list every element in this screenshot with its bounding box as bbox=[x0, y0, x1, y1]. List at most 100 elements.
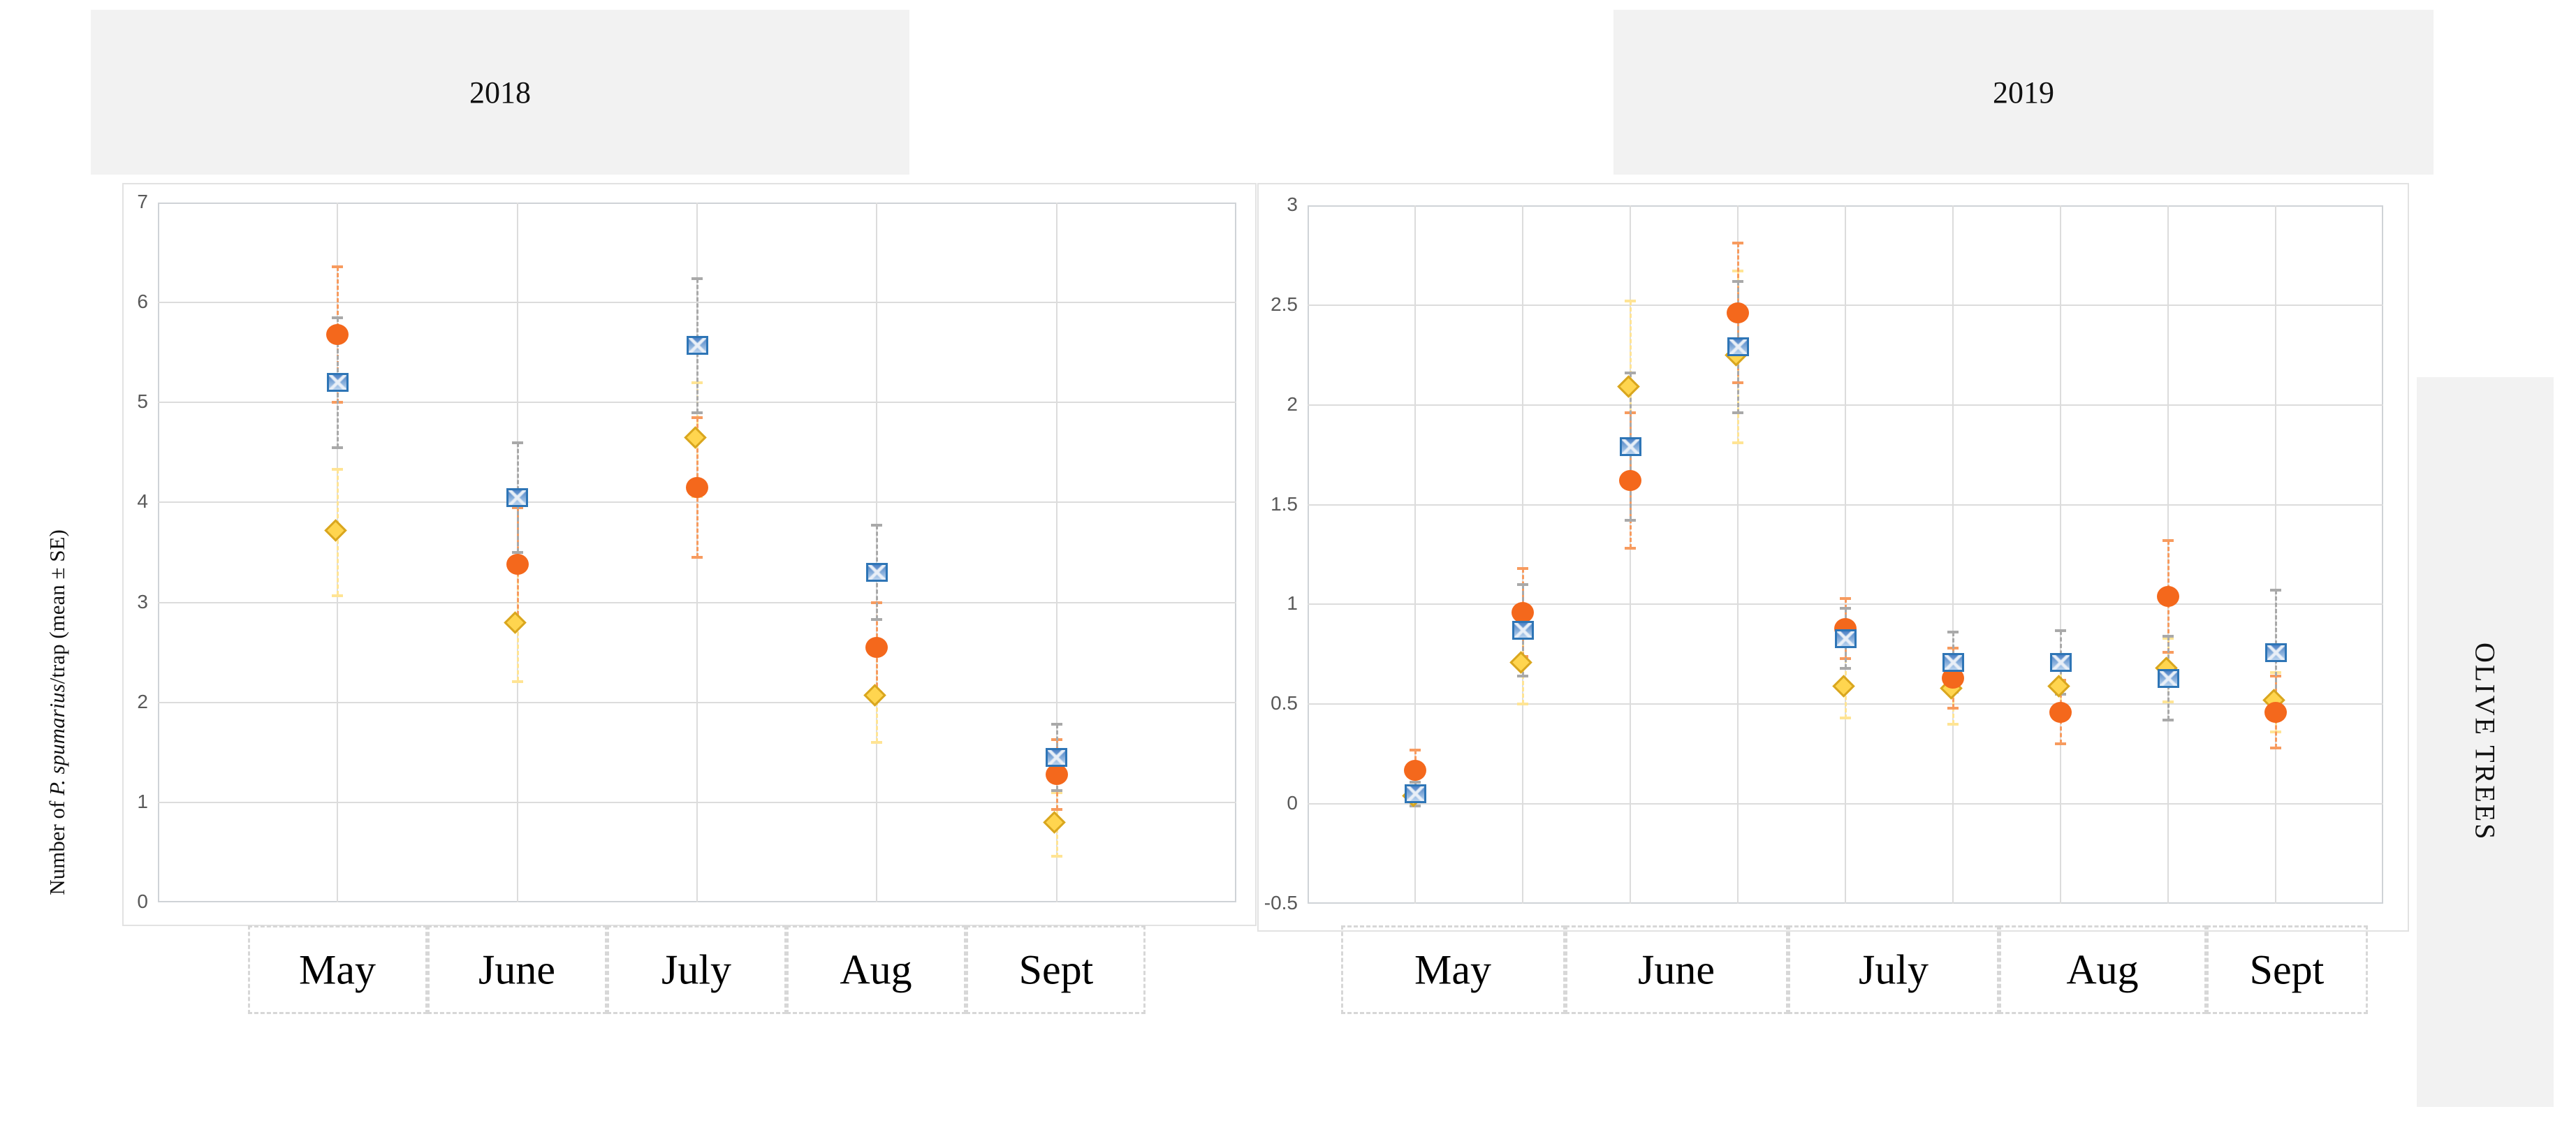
error-bar-cap-square_blue bbox=[512, 441, 523, 444]
year-2018-label: 2018 bbox=[469, 75, 531, 110]
error-bar-cap-square_blue bbox=[1410, 781, 1421, 784]
month-label-sept: Sept bbox=[1018, 946, 1094, 993]
month-box-aug bbox=[1999, 925, 2207, 1014]
error-bar-cap-square_blue bbox=[1840, 607, 1851, 610]
month-box-july bbox=[1788, 925, 1999, 1014]
month-box-june bbox=[427, 925, 607, 1014]
month-label-june: June bbox=[478, 946, 555, 993]
error-bar-cap-square_blue bbox=[2270, 589, 2281, 592]
error-bar-cap-circle_orange bbox=[1732, 242, 1743, 244]
marker-square_blue-aug-slot7 bbox=[2050, 653, 2072, 672]
error-bar-cap-diamond_yellow bbox=[332, 468, 343, 471]
marker-circle_orange-may-slot1 bbox=[1404, 760, 1426, 781]
y-tick-label: 1 bbox=[137, 791, 148, 812]
error-bar-cap-square_blue bbox=[691, 277, 703, 280]
y-tick-label: 0 bbox=[1287, 792, 1298, 814]
month-box-aug bbox=[786, 925, 966, 1014]
marker-circle_orange-aug-slot4 bbox=[865, 637, 888, 658]
month-box-sept bbox=[2207, 925, 2368, 1014]
y-tick-label: 5 bbox=[137, 390, 148, 412]
olive-trees-band: OLIVE TREES bbox=[2417, 377, 2554, 1107]
month-box-sept bbox=[966, 925, 1146, 1014]
month-label-sept: Sept bbox=[2249, 946, 2325, 993]
month-label-aug: Aug bbox=[2066, 946, 2139, 993]
marker-circle_orange-june-slot2 bbox=[506, 554, 529, 575]
error-bar-cap-square_blue bbox=[332, 446, 343, 449]
marker-square_blue-may-slot1 bbox=[327, 373, 349, 392]
marker-square_blue-june-slot3 bbox=[1620, 437, 1641, 456]
marker-square_blue-june-slot4 bbox=[1727, 337, 1749, 356]
month-box-july bbox=[607, 925, 786, 1014]
v-gridline bbox=[1737, 205, 1739, 904]
marker-circle_orange-june-slot3 bbox=[1619, 470, 1641, 491]
marker-square_blue-aug-slot8 bbox=[2158, 669, 2179, 688]
error-bar-cap-square_blue bbox=[1625, 519, 1636, 522]
error-bar-cap-diamond_yellow bbox=[1517, 703, 1528, 705]
error-bar-cap-circle_orange bbox=[2055, 742, 2066, 745]
y-tick-label: 4 bbox=[137, 490, 148, 512]
month-box-may bbox=[1341, 925, 1565, 1014]
error-bar-cap-square_blue bbox=[2162, 635, 2174, 638]
marker-square_blue-july-slot5 bbox=[1835, 629, 1857, 648]
marker-circle_orange-may-slot1 bbox=[326, 324, 349, 345]
error-bar-cap-square_blue bbox=[1947, 631, 1959, 633]
year-2018-header: 2018 bbox=[91, 10, 909, 175]
y-tick-label: 2 bbox=[1287, 393, 1298, 415]
marker-circle_orange-sept-slot5 bbox=[1046, 764, 1068, 785]
y-tick-label: 0 bbox=[137, 890, 148, 912]
month-label-aug: Aug bbox=[840, 946, 912, 993]
marker-circle_orange-aug-slot8 bbox=[2157, 586, 2179, 607]
year-2019-header: 2019 bbox=[1613, 10, 2434, 175]
month-label-may: May bbox=[299, 946, 376, 993]
error-bar-cap-square_blue bbox=[1051, 723, 1062, 726]
error-bar-cap-square_blue bbox=[2162, 719, 2174, 721]
error-bar-cap-diamond_yellow bbox=[1732, 441, 1743, 444]
error-bar-cap-circle_orange bbox=[1947, 707, 1959, 710]
v-gridline bbox=[2275, 205, 2276, 904]
error-bar-cap-square_blue bbox=[1051, 789, 1062, 792]
error-bar-cap-square_blue bbox=[332, 316, 343, 319]
error-bar-cap-circle_orange bbox=[1625, 547, 1636, 550]
error-bar-cap-square_blue bbox=[1625, 372, 1636, 374]
error-bar-cap-square_blue bbox=[871, 618, 882, 621]
year-2019-label: 2019 bbox=[1993, 75, 2054, 110]
y-tick-label: 2 bbox=[137, 691, 148, 712]
error-bar-cap-circle_orange bbox=[1051, 808, 1062, 811]
error-bar-cap-diamond_yellow bbox=[871, 741, 882, 744]
marker-square_blue-aug-slot4 bbox=[866, 563, 888, 582]
y-tick-label: 7 bbox=[137, 191, 148, 212]
error-bar-cap-circle_orange bbox=[332, 265, 343, 268]
v-gridline bbox=[1056, 203, 1058, 902]
v-gridline bbox=[1630, 205, 1631, 904]
error-bar-cap-circle_orange bbox=[691, 556, 703, 559]
v-gridline bbox=[2060, 205, 2061, 904]
y-tick-label: 0.5 bbox=[1271, 692, 1298, 714]
error-bar-cap-square_blue bbox=[691, 411, 703, 414]
error-bar-cap-circle_orange bbox=[1840, 597, 1851, 600]
y-axis-title: Number of P. spumarius/trap (mean ± SE) bbox=[45, 529, 70, 895]
month-label-july: July bbox=[1858, 946, 1929, 993]
marker-square_blue-sept-slot5 bbox=[1046, 748, 1067, 767]
month-box-may bbox=[248, 925, 427, 1014]
month-box-june bbox=[1565, 925, 1788, 1014]
species-name: P. spumarius bbox=[45, 684, 69, 795]
error-bar-cap-square_blue bbox=[1410, 805, 1421, 807]
error-bar-cap-diamond_yellow bbox=[332, 594, 343, 597]
error-bar-cap-diamond_yellow bbox=[1947, 723, 1959, 726]
marker-square_blue-june-slot2 bbox=[506, 488, 528, 507]
error-bar-cap-circle_orange bbox=[2270, 747, 2281, 749]
error-bar-cap-diamond_yellow bbox=[1840, 717, 1851, 719]
y-tick-label: 3 bbox=[137, 591, 148, 612]
olive-trees-label: OLIVE TREES bbox=[2469, 643, 2501, 842]
error-bar-cap-square_blue bbox=[1732, 280, 1743, 283]
error-bar-cap-square_blue bbox=[512, 551, 523, 554]
marker-square_blue-sept-slot9 bbox=[2265, 643, 2287, 662]
error-bar-cap-diamond_yellow bbox=[1625, 300, 1636, 302]
error-bar-cap-square_blue bbox=[1732, 411, 1743, 414]
error-bar-cap-circle_orange bbox=[1517, 567, 1528, 570]
error-bar-cap-square_blue bbox=[1517, 675, 1528, 677]
v-gridline bbox=[1845, 205, 1846, 904]
y-tick-label: 1 bbox=[1287, 592, 1298, 614]
marker-square_blue-may-slot2 bbox=[1512, 621, 1534, 640]
